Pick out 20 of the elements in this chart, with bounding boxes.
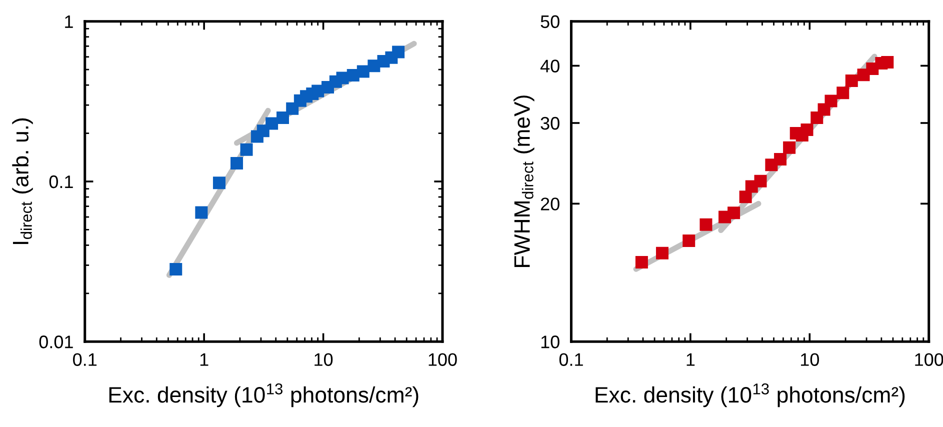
- y-tick-label: 50: [540, 15, 560, 28]
- x-tick-label: 0.1: [73, 353, 97, 366]
- x-tick-label: 1: [686, 353, 695, 366]
- y-tick-label: 0.01: [39, 336, 73, 348]
- x-axis-title: Exc. density (10$^{13}$ photons/cm²): [109, 383, 418, 408]
- y-tick-label: 20: [540, 198, 560, 210]
- y-axis-title: FWHM$_{direct}$ (meV): [514, 96, 534, 267]
- y-axis-title: I$_{direct}$ (arb. u.): [12, 118, 33, 244]
- y-tick-label: 30: [540, 116, 560, 130]
- x-tick-label: 0.1: [559, 353, 583, 366]
- x-axis-title: Exc. density (10$^{13}$ photons/cm²): [596, 383, 905, 408]
- y-tick-label: 0.1: [49, 175, 73, 188]
- x-tick-label: 10: [314, 353, 333, 366]
- x-tick-label: 100: [428, 353, 457, 366]
- x-tick-label: 10: [800, 353, 819, 366]
- x-tick-label: 100: [915, 353, 943, 366]
- y-tick-label: 10: [541, 336, 560, 348]
- y-tick-label: 40: [540, 60, 560, 72]
- x-tick-label: 1: [200, 353, 208, 366]
- y-tick-label: 1: [65, 15, 73, 28]
